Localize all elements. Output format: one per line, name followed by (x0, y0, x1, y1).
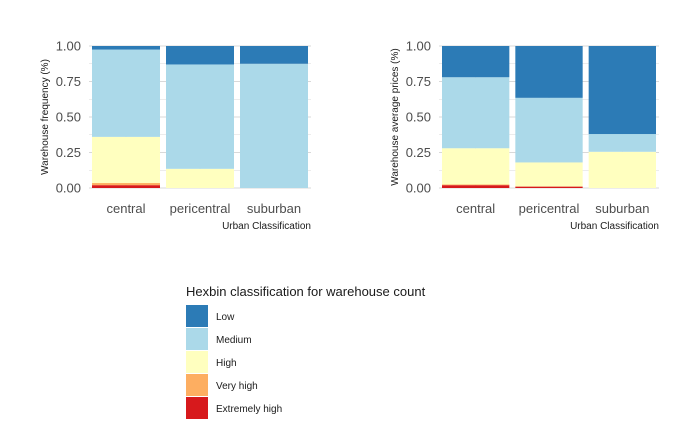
legend-item-very-high: Very high (186, 374, 258, 396)
y-tick-label: 0.25 (56, 145, 81, 160)
bar-segment-medium (166, 64, 234, 169)
legend-item-extremely-high: Extremely high (186, 397, 282, 419)
legend-title: Hexbin classification for warehouse coun… (186, 284, 426, 299)
bar-segment-high (166, 168, 234, 188)
bar-segment-low (92, 46, 160, 50)
legend-label: Extremely high (216, 404, 282, 415)
x-axis-title: Urban Classification (570, 221, 659, 232)
x-tick-label: pericentral (519, 201, 580, 216)
legend: Hexbin classification for warehouse coun… (186, 284, 426, 419)
bars (92, 46, 308, 188)
bar-segment-low (588, 46, 656, 135)
bar-segment-very-high (92, 183, 160, 186)
legend-swatch (186, 351, 208, 373)
bar-segment-low (515, 46, 583, 98)
bar-segment-high (92, 136, 160, 184)
bar-segment-very-high (442, 184, 510, 186)
legend-item-high: High (186, 351, 237, 373)
x-tick-label: central (106, 201, 145, 216)
x-axis-title: Urban Classification (222, 221, 311, 232)
legend-label: Medium (216, 335, 252, 346)
x-tick-labels: central pericentral suburban (456, 201, 649, 216)
y-tick-label: 1.00 (56, 39, 81, 54)
y-tick-label: 0.00 (56, 181, 81, 196)
legend-swatch (186, 374, 208, 396)
bar-segment-medium (92, 49, 160, 137)
bar-segment-high (588, 151, 656, 188)
y-tick-label: 0.25 (406, 145, 431, 160)
y-tick-label: 1.00 (406, 39, 431, 54)
bar-segment-medium (240, 63, 308, 188)
bar-segment-extremely-high (442, 185, 510, 188)
legend-swatch (186, 328, 208, 350)
bar-segment-medium (442, 77, 510, 149)
legend-label: Very high (216, 381, 258, 392)
legend-item-medium: Medium (186, 328, 252, 350)
x-tick-label: central (456, 201, 495, 216)
panel-warehouse-frequency: 0.00 0.25 0.50 0.75 1.00 central pericen… (40, 39, 311, 232)
y-axis-title: Warehouse frequency (%) (40, 59, 51, 175)
legend-label: High (216, 358, 237, 369)
bar-segment-low (166, 46, 234, 65)
y-tick-label: 0.00 (406, 181, 431, 196)
y-axis-title: Warehouse average prices (%) (390, 48, 401, 185)
panel-warehouse-average-prices: 0.00 0.25 0.50 0.75 1.00 central pericen… (390, 39, 659, 232)
x-tick-labels: central pericentral suburban (106, 201, 301, 216)
bar-segment-medium (515, 97, 583, 163)
bar-segment-extremely-high (515, 186, 583, 188)
legend-item-low: Low (186, 305, 235, 327)
legend-swatch (186, 305, 208, 327)
bar-segment-extremely-high (92, 185, 160, 188)
bar-segment-high (515, 162, 583, 187)
x-tick-label: suburban (247, 201, 301, 216)
y-tick-label: 0.50 (56, 110, 81, 125)
x-tick-label: suburban (595, 201, 649, 216)
bar-segment-low (442, 46, 510, 78)
y-tick-label: 0.75 (56, 74, 81, 89)
bar-segment-medium (588, 134, 656, 152)
x-tick-label: pericentral (170, 201, 231, 216)
y-tick-label: 0.50 (406, 110, 431, 125)
y-tick-label: 0.75 (406, 74, 431, 89)
bars (442, 46, 656, 188)
y-tick-labels: 0.00 0.25 0.50 0.75 1.00 (406, 39, 431, 196)
legend-swatch (186, 397, 208, 419)
y-tick-labels: 0.00 0.25 0.50 0.75 1.00 (56, 39, 81, 196)
bar-segment-high (442, 148, 510, 185)
legend-label: Low (216, 312, 235, 323)
bar-segment-low (240, 46, 308, 64)
